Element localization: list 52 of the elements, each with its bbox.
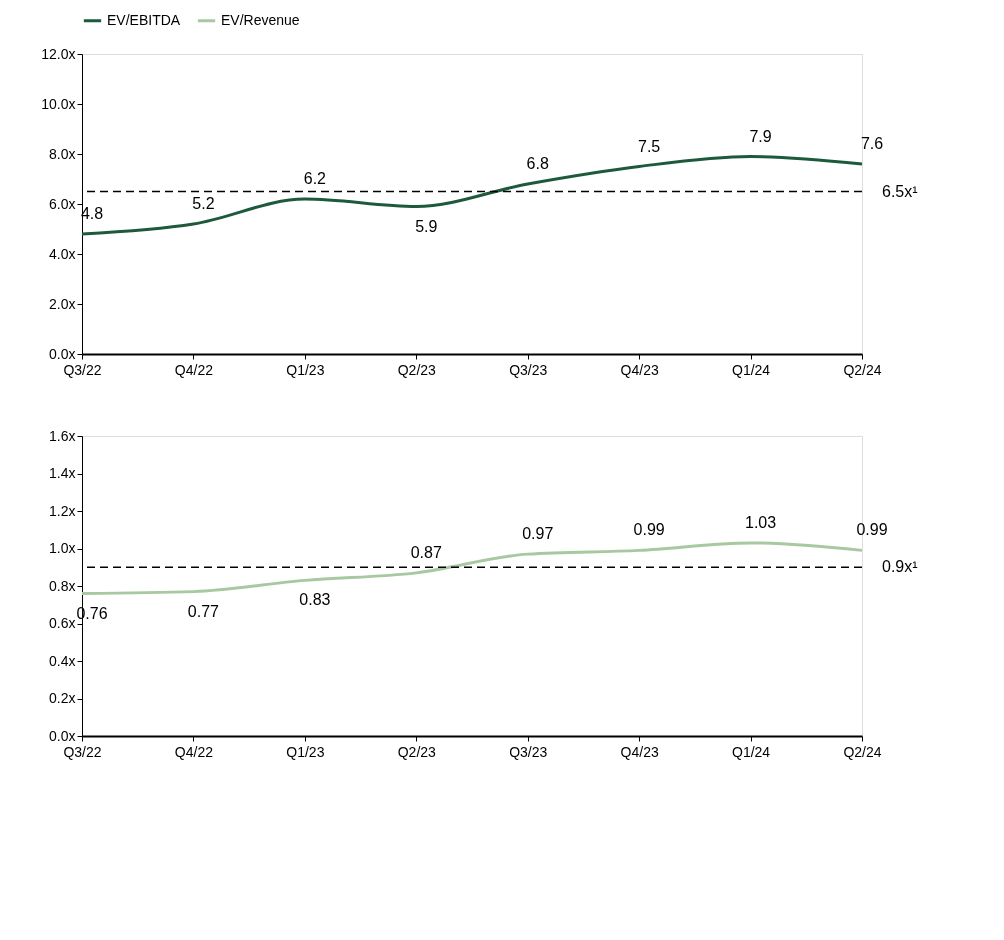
data-label: 7.5 [638, 137, 661, 155]
x-tick-label: Q1/23 [286, 361, 325, 378]
ref-line-label: 0.9x¹ [882, 558, 918, 576]
x-tick-label: Q2/24 [843, 743, 882, 760]
x-tick-label: Q4/23 [620, 743, 659, 760]
legend-label: EV/EBITDA [107, 11, 181, 28]
y-tick-label: 0.0x [49, 727, 76, 744]
x-tick-label: Q2/24 [843, 361, 882, 378]
y-tick-label: 0.4x [49, 652, 76, 669]
data-label: 5.2 [192, 195, 215, 212]
x-tick-label: Q3/22 [63, 743, 102, 760]
data-label: 0.97 [522, 525, 554, 543]
x-tick-label: Q4/23 [620, 361, 659, 378]
data-label: 0.77 [187, 602, 220, 620]
x-tick-label: Q4/22 [174, 743, 214, 760]
y-tick-label: 12.0x [41, 45, 76, 62]
y-tick-label: 1.0x [49, 540, 76, 556]
ref-line-label: 6.5x¹ [882, 182, 918, 200]
data-label: 0.99 [856, 521, 888, 539]
y-tick-label: 10.0x [41, 95, 76, 112]
y-tick-label: 1.4x [49, 465, 76, 481]
y-tick-label: 1.6x [49, 427, 76, 444]
data-label: 6.8 [526, 155, 549, 172]
x-tick-label: Q2/23 [397, 743, 437, 760]
x-tick-label: Q1/24 [732, 743, 771, 760]
data-label: 1.03 [745, 513, 777, 531]
x-tick-label: Q2/23 [397, 361, 437, 378]
x-tick-label: Q3/23 [509, 743, 548, 760]
line-series [80, 155, 864, 236]
y-tick-label: 8.0x [49, 145, 76, 162]
y-tick-label: 6.0x [49, 195, 76, 212]
x-tick-label: Q1/23 [286, 743, 325, 760]
data-label: 6.2 [303, 170, 327, 187]
y-tick-label: 0.8x [49, 577, 76, 594]
data-label: 0.83 [299, 591, 331, 609]
data-label: 0.99 [633, 521, 665, 539]
x-tick-label: Q3/22 [63, 361, 102, 378]
x-tick-label: Q1/24 [732, 361, 771, 378]
data-label: 7.6 [860, 135, 884, 152]
y-tick-label: 2.0x [49, 295, 76, 312]
data-label: 7.9 [749, 127, 772, 145]
y-tick-label: 1.2x [49, 502, 76, 519]
y-tick-label: 4.0x [49, 245, 76, 262]
data-label: 0.87 [410, 543, 442, 561]
y-tick-label: 0.6x [49, 615, 76, 631]
y-tick-label: 0.0x [49, 345, 76, 362]
legend-label: EV/Revenue [221, 11, 300, 28]
data-label: 5.9 [415, 217, 438, 235]
x-tick-label: Q4/22 [174, 361, 214, 378]
x-tick-label: Q3/23 [509, 361, 548, 378]
y-tick-label: 0.2x [49, 690, 76, 706]
line-series [80, 541, 864, 595]
